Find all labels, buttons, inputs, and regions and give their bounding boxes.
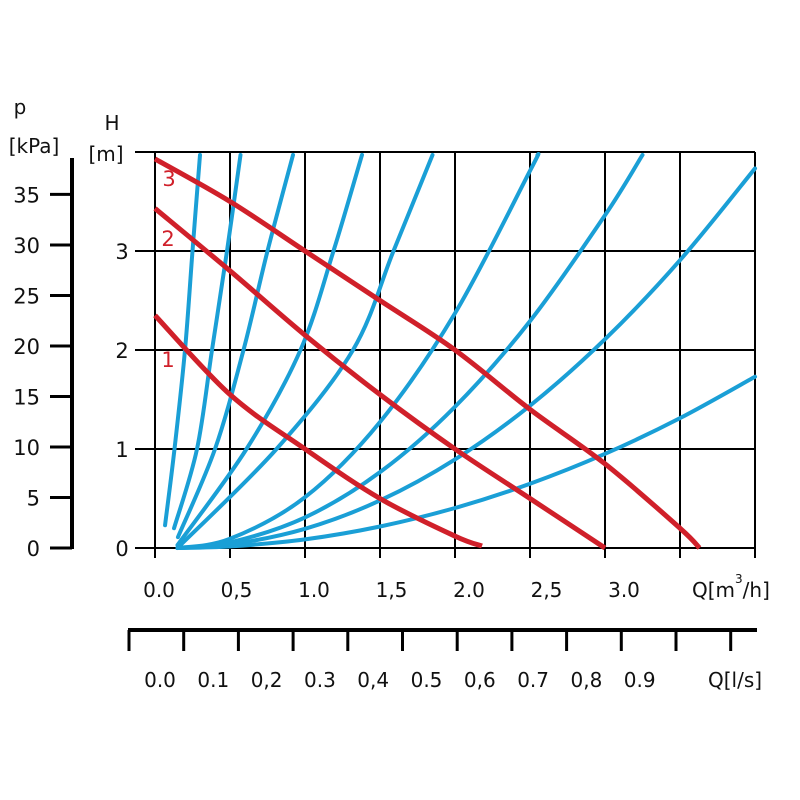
grid [135, 151, 756, 558]
system-curve [163, 152, 202, 528]
h-axis-unit: [m] [88, 142, 123, 166]
p-tick-label: 15 [13, 385, 40, 409]
h-axis-symbol: H [104, 111, 119, 135]
q-ls-tick-label: 0,8 [570, 668, 602, 692]
p-tick-label: 10 [13, 436, 40, 460]
q-ls-tick-label: 0.9 [624, 668, 656, 692]
q-m3h-tick-label: 1,5 [376, 578, 408, 602]
pump-curve-1 [153, 313, 483, 549]
system-curve [175, 151, 541, 550]
h-tick-label: 3 [115, 240, 128, 264]
q-ls-tick-label: 0.1 [197, 668, 229, 692]
q-m3h-label-superscript: 3 [735, 572, 743, 586]
system-curve [175, 374, 757, 550]
pump-curve-label: 3 [162, 167, 175, 191]
p-tick-label: 30 [13, 234, 40, 258]
p-tick-label: 0 [27, 537, 40, 561]
q-m3h-label-tail: /h] [743, 578, 770, 602]
system-curve [175, 152, 364, 548]
pump-curve-label: 1 [161, 348, 174, 372]
pump-curve-3 [153, 156, 702, 550]
system-curve [175, 152, 295, 540]
p-tick-label: 25 [13, 284, 40, 308]
q-ls-tick-label: 0,4 [357, 668, 389, 692]
q-m3h-tick-label: 1.0 [298, 578, 330, 602]
q-ls-tick-label: 0.3 [304, 668, 336, 692]
p-tick-label: 5 [27, 486, 40, 510]
axes: 0 1 2 3 0.0 0,5 1.0 1,5 2.0 2,5 3.0 0 5 10 15 20 25 30 35 0… [13, 158, 757, 692]
h-tick-label: 0 [115, 537, 128, 561]
q-ls-tick-label: 0.0 [144, 668, 176, 692]
pump-curve-label: 2 [161, 227, 174, 251]
p-axis-symbol: p [14, 95, 27, 119]
q-ls-tick-label: 0.7 [517, 668, 549, 692]
h-tick-label: 1 [115, 438, 128, 462]
q-ls-tick-label: 0,2 [251, 668, 283, 692]
q-m3h-label-main: Q[m [692, 578, 735, 602]
h-tick-label: 2 [115, 339, 128, 363]
q-ls-axis-label: Q[l/s] [708, 668, 762, 692]
p-tick-label: 20 [13, 335, 40, 359]
pump-curve-2 [153, 206, 607, 551]
system-curves [163, 151, 757, 550]
p-tick-label: 35 [13, 183, 40, 207]
q-ls-tick-label: 0.5 [411, 668, 443, 692]
q-m3h-tick-label: 3.0 [608, 578, 640, 602]
q-m3h-tick-label: 0,5 [221, 578, 253, 602]
system-curve [175, 166, 757, 550]
system-curve [175, 152, 645, 550]
system-curve [172, 152, 243, 531]
q-ls-tick-label: 0,6 [464, 668, 496, 692]
pump-curves: 1 2 3 [153, 156, 702, 551]
q-m3h-tick-label: 2.0 [453, 578, 485, 602]
q-m3h-tick-label: 0.0 [143, 578, 175, 602]
system-curve [175, 152, 435, 550]
p-axis-unit: [kPa] [9, 134, 60, 158]
q-m3h-tick-label: 2,5 [531, 578, 563, 602]
q-m3h-axis-label: Q[m3/h] [692, 572, 770, 602]
